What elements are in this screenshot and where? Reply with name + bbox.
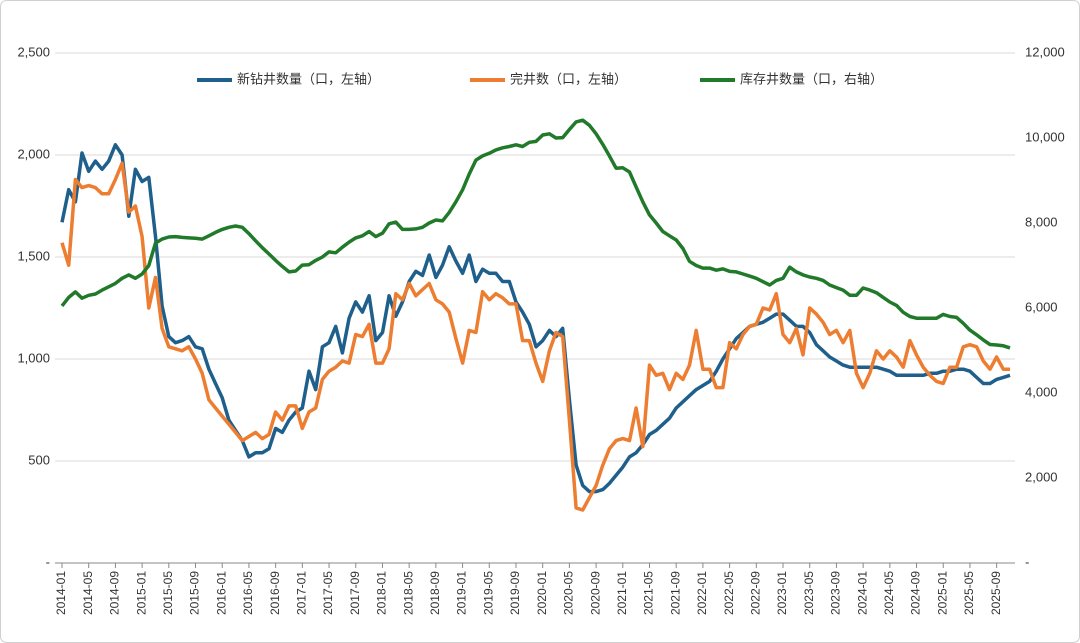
y2-tick-label: 2,000 — [1025, 469, 1058, 484]
x-tick-label: 2017-09 — [348, 571, 362, 615]
x-tick-label: 2019-05 — [481, 571, 495, 615]
x-tick-label: 2024-09 — [909, 571, 923, 615]
x-tick-label: 2017-05 — [321, 571, 335, 615]
line-series — [60, 143, 1011, 494]
y2-tick-label: 8,000 — [1025, 214, 1058, 229]
x-tick-label: 2016-01 — [214, 571, 228, 615]
x-tick-label: 2023-01 — [775, 571, 789, 615]
y2-tick-label: - — [1025, 554, 1029, 569]
x-tick-label: 2014-01 — [54, 571, 68, 615]
x-tick-label: 2015-01 — [134, 571, 148, 615]
line-series — [60, 118, 1011, 350]
x-tick-label: 2020-05 — [562, 571, 576, 615]
y-tick-label: 500 — [28, 452, 50, 467]
x-tick-label: 2018-01 — [375, 571, 389, 615]
x-tick-label: 2018-09 — [428, 571, 442, 615]
x-tick-label: 2017-01 — [295, 571, 309, 615]
y-tick-label: 1,500 — [17, 248, 50, 263]
x-tick-label: 2021-01 — [615, 571, 629, 615]
x-tick-label: 2022-05 — [722, 571, 736, 615]
y2-tick-label: 10,000 — [1025, 129, 1065, 144]
x-tick-label: 2024-05 — [882, 571, 896, 615]
y-tick-label: - — [46, 554, 50, 569]
y-tick-label: 1,000 — [17, 350, 50, 365]
x-tick-label: 2020-09 — [588, 571, 602, 615]
x-tick-label: 2021-05 — [642, 571, 656, 615]
legend-label: 新钻井数量（口，左轴） — [237, 71, 380, 86]
x-tick-label: 2015-05 — [161, 571, 175, 615]
y2-tick-label: 4,000 — [1025, 384, 1058, 399]
y2-tick-label: 12,000 — [1025, 44, 1065, 59]
x-tick-label: 2020-01 — [535, 571, 549, 615]
x-tick-label: 2024-01 — [855, 571, 869, 615]
x-tick-label: 2014-05 — [81, 571, 95, 615]
x-tick-label: 2015-09 — [188, 571, 202, 615]
x-tick-label: 2016-05 — [241, 571, 255, 615]
legend-label: 库存井数量（口，右轴） — [740, 71, 883, 86]
y-tick-label: 2,000 — [17, 146, 50, 161]
y-tick-label: 2,500 — [17, 44, 50, 59]
x-tick-label: 2022-01 — [695, 571, 709, 615]
x-tick-label: 2022-09 — [748, 571, 762, 615]
y2-tick-label: 6,000 — [1025, 299, 1058, 314]
x-tick-label: 2016-09 — [268, 571, 282, 615]
x-tick-label: 2014-09 — [108, 571, 122, 615]
legend-label: 完井数（口，左轴） — [510, 71, 627, 86]
x-tick-label: 2021-09 — [668, 571, 682, 615]
x-tick-label: 2018-05 — [401, 571, 415, 615]
x-tick-label: 2025-09 — [989, 571, 1003, 615]
x-tick-label: 2025-01 — [935, 571, 949, 615]
x-tick-label: 2025-05 — [962, 571, 976, 615]
line-series — [60, 161, 1010, 512]
x-tick-label: 2023-09 — [829, 571, 843, 615]
x-tick-label: 2023-05 — [802, 571, 816, 615]
x-tick-label: 2019-09 — [508, 571, 522, 615]
x-tick-label: 2019-01 — [455, 571, 469, 615]
